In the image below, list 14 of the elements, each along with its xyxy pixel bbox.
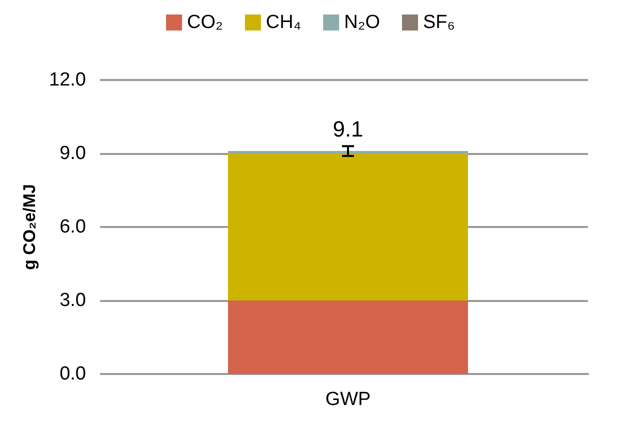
y-axis-title: g CO₂e/MJ [20, 184, 40, 270]
y-tick-label: 9.0 [60, 143, 86, 164]
y-tick-label: 3.0 [60, 290, 86, 311]
total-label: 9.1 [332, 116, 364, 142]
x-tick-label: GWP [325, 389, 371, 410]
legend-label: SF₆ [423, 12, 455, 33]
bar [228, 300, 468, 374]
y-tick-label: 0.0 [60, 364, 86, 384]
legend-label: N₂O [344, 12, 380, 33]
legend-label: CO₂ [187, 12, 223, 33]
y-tick-label: 12.0 [49, 70, 86, 90]
legend-label: CH₄ [266, 12, 302, 33]
y-tick-label: 6.0 [60, 216, 86, 238]
bar [228, 154, 468, 300]
